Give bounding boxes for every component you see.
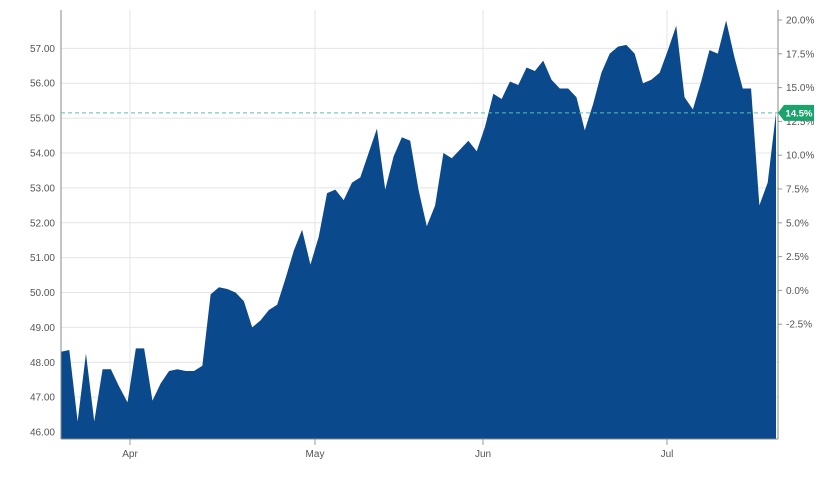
y-tick-label-right: 17.5% bbox=[786, 49, 814, 60]
y-tick-label-left: 53.00 bbox=[30, 183, 55, 194]
current-value-badge: 14.5% bbox=[778, 105, 814, 121]
y-tick-label-left: 55.00 bbox=[30, 114, 55, 125]
y-tick-label-right: 7.5% bbox=[786, 185, 809, 196]
x-tick-label: May bbox=[306, 449, 325, 460]
y-tick-label-right: -2.5% bbox=[786, 320, 812, 331]
y-tick-label-left: 52.00 bbox=[30, 218, 55, 229]
y-tick-label-right: 0.0% bbox=[786, 286, 809, 297]
y-tick-label-left: 54.00 bbox=[30, 149, 55, 160]
y-tick-label-left: 48.00 bbox=[30, 358, 55, 369]
x-tick-label: Apr bbox=[122, 449, 138, 460]
y-tick-label-right: 2.5% bbox=[786, 252, 809, 263]
y-tick-label-left: 50.00 bbox=[30, 288, 55, 299]
x-tick-label: Jul bbox=[661, 449, 674, 460]
y-tick-label-left: 56.00 bbox=[30, 79, 55, 90]
y-tick-label-left: 46.00 bbox=[30, 428, 55, 439]
y-tick-label-left: 49.00 bbox=[30, 323, 55, 334]
y-tick-label-left: 57.00 bbox=[30, 44, 55, 55]
x-tick-label: Jun bbox=[475, 449, 491, 460]
current-value-label: 14.5% bbox=[786, 108, 813, 119]
y-tick-label-left: 51.00 bbox=[30, 253, 55, 264]
y-tick-label-right: 10.0% bbox=[786, 151, 814, 162]
y-tick-label-left: 47.00 bbox=[30, 393, 55, 404]
y-tick-label-right: 5.0% bbox=[786, 218, 809, 229]
y-tick-label-right: 15.0% bbox=[786, 83, 814, 94]
y-tick-label-right: 20.0% bbox=[786, 16, 814, 27]
